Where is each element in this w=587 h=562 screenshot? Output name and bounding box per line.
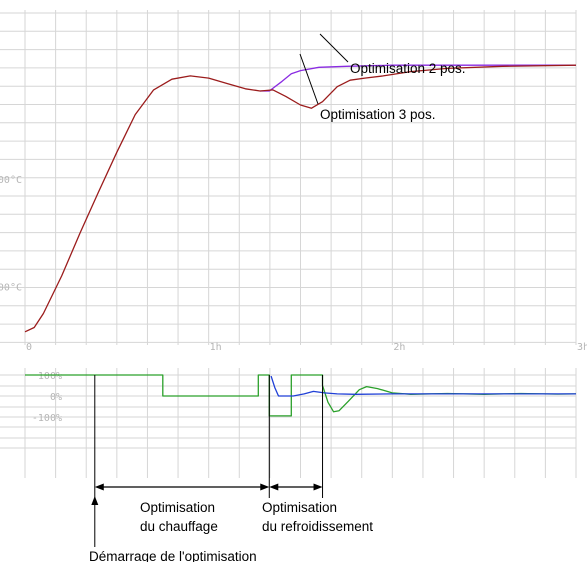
leader-3pos <box>299 53 319 105</box>
arrow-head-left <box>269 483 279 491</box>
phase-cooling-line1: Optimisation <box>262 500 337 515</box>
phase-heating-line1: Optimisation <box>140 500 215 515</box>
label-3pos: Optimisation 3 pos. <box>320 107 436 122</box>
x-tick-label: 1h <box>210 342 222 353</box>
y-tick-label: 100°C <box>0 283 22 294</box>
leader-2pos <box>319 33 349 63</box>
grid <box>0 10 577 478</box>
start-arrow-head <box>91 496 99 505</box>
series-line-1-1 <box>270 375 576 397</box>
x-tick-label: 0 <box>26 342 32 353</box>
phase-markers <box>91 375 324 547</box>
series-line-0-0 <box>260 64 576 92</box>
x-tick-label: 3h <box>577 342 587 353</box>
label-2pos: Optimisation 2 pos. <box>350 61 466 76</box>
series-layer <box>24 64 577 417</box>
arrow-head-left <box>94 483 104 491</box>
axis-labels: 100°C 200°C 0 1h 2h 3h 100% 0% -100% <box>0 175 587 424</box>
y-tick-label: 0% <box>50 392 62 403</box>
arrow-head-right <box>313 483 323 491</box>
series-line-0-1 <box>24 64 577 333</box>
start-label: Démarrage de l'optimisation <box>89 549 257 562</box>
arrow-head-right <box>260 483 270 491</box>
y-tick-label: 200°C <box>0 175 22 186</box>
phase-heating-line2: du chauffage <box>140 519 218 534</box>
phase-cooling-line2: du refroidissement <box>262 519 373 534</box>
y-tick-label: -100% <box>32 413 62 424</box>
y-tick-label: 100% <box>38 371 62 382</box>
x-tick-label: 2h <box>393 342 405 353</box>
